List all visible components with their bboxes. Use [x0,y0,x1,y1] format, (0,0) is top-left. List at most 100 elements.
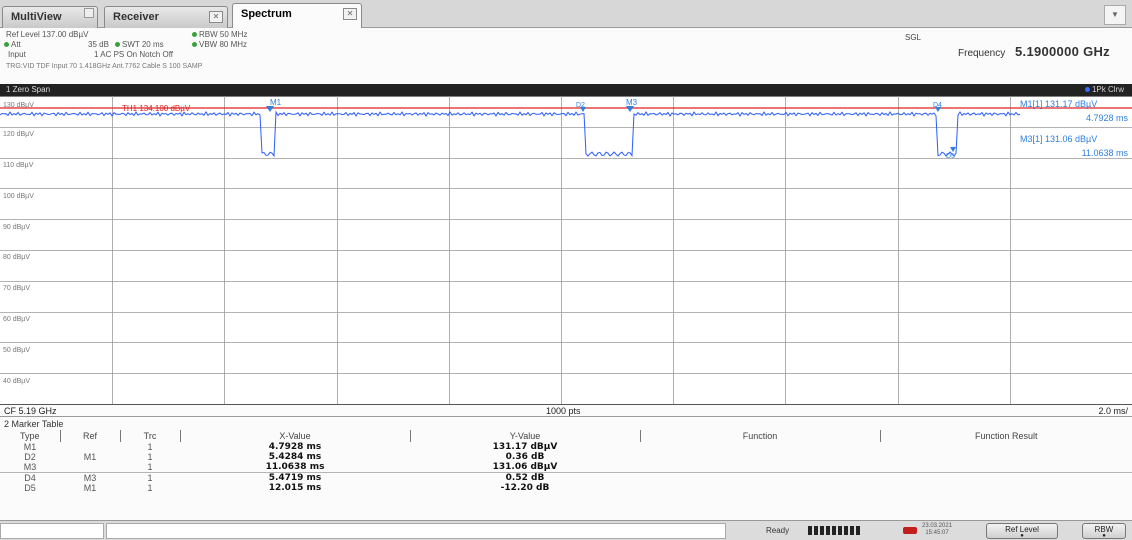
zero-span-diagram[interactable]: 130 dBµV 120 dBµV 110 dBµV 100 dBµV 90 dBµV 8… [0,96,1132,404]
table-row[interactable]: M3 1 11.0638 ms 131.06 dBµV [0,462,1132,473]
marker-d2-label: D2 [576,102,585,109]
diagram-title-bar: 1 Zero Span 1Pk Clrw [0,84,1132,96]
marker-table-header-row: Type Ref Trc X-Value Y-Value Function Fu… [0,430,1132,442]
y-axis-label: 130 dBµV [3,102,34,109]
measurement-settings-header: Ref Level 137.00 dBµV Att 35 dB SWT 20 m… [0,28,1132,84]
close-icon[interactable]: ✕ [209,11,223,23]
column-header-ref: Ref [60,430,121,442]
cell-ref: M1 [83,483,97,493]
marker-readout-m3-time: 11.0638 ms [1082,148,1129,158]
progress-segment [838,526,842,535]
cell-trc: 1 [147,462,153,472]
status-bullet-icon [192,42,197,48]
table-row[interactable]: D4 M3 1 5.4719 ms 0.52 dB [0,472,1132,483]
cell-function [640,452,880,462]
chevron-down-icon[interactable]: ▼ [1104,5,1126,25]
time-label: 15:45:07 [925,530,949,536]
threshold-label: TH1 134.100 dBµV [122,104,191,113]
rbw-softkey[interactable]: RBW ● [1082,523,1126,539]
cell-trc: 1 [120,472,180,483]
ref-level-setting[interactable]: Ref Level 137.00 dBµV [6,30,89,39]
cell-function [640,483,880,493]
progress-segment [826,526,830,535]
trigger-info: TRG:VID TDF Input 70 1.418GHz Ant.7762 C… [6,63,203,70]
ready-status: Ready [766,526,790,535]
ref-level-softkey[interactable]: Ref Level ● [986,523,1058,539]
progress-segment [844,526,848,535]
cell-x-value: 5.4284 ms [268,452,322,462]
marker-m3[interactable]: M3 [626,98,638,112]
frequency-value[interactable]: 5.1900000 GHz [1015,44,1110,59]
marker-d4-label: D4 [933,102,942,109]
y-axis-label: 100 dBµV [3,193,34,200]
trace-legend-label: 1Pk Clrw [1091,85,1124,94]
marker-d2-triangle [580,107,586,112]
cell-function [640,442,880,452]
marker-d5-label: D5 [946,153,955,160]
y-axis-label: 120 dBµV [3,131,34,138]
y-axis-label: 50 dBµV [3,347,30,354]
diagram-title: 1 Zero Span [6,85,51,94]
cell-x-value: 11.0638 ms [265,462,325,472]
marker-readout-m1-value: M1[1] 131.17 dBµV [1020,99,1097,109]
close-icon[interactable]: ✕ [343,8,357,20]
marker-table-title: 2 Marker Table [4,419,64,429]
status-message-field [106,523,726,539]
marker-m1-label: M1 [270,98,282,107]
rbw-label: RBW 50 MHz [199,30,248,39]
marker-m1[interactable]: M1 [266,98,282,112]
y-axis-label: 70 dBµV [3,285,30,292]
table-row[interactable]: D5 M1 1 12.015 ms -12.20 dB [0,483,1132,493]
vbw-label: VBW 80 MHz [199,40,248,49]
marker-table: Type Ref Trc X-Value Y-Value Function Fu… [0,430,1132,493]
column-header-function-result: Function Result [974,431,1038,441]
y-axis-label: 60 dBµV [3,316,30,323]
cell-function-result [880,462,1132,473]
cell-ref: M3 [60,472,120,483]
tab-spectrum[interactable]: Spectrum ✕ [232,3,362,29]
marker-table-panel: 2 Marker Table Type Ref Trc X-Value Y-Va… [0,416,1132,520]
progress-segment [850,526,854,535]
grid-lines [0,96,1132,404]
marker-d2[interactable]: D2 [576,102,586,112]
tab-bar: MultiView Receiver ✕ Spectrum ✕ ▼ [0,0,1132,29]
marker-d4[interactable]: D4 [933,102,942,112]
table-row[interactable]: M1 1 4.7928 ms 131.17 dBµV [0,442,1132,452]
cell-y-value: 131.06 dBµV [492,462,558,472]
rbw-softkey-label: RBW [1094,525,1114,534]
cell-type: D2 [24,452,36,462]
rbw-setting[interactable]: RBW 50 MHz [192,30,247,40]
y-axis-label: 90 dBµV [3,224,30,231]
progress-segment [856,526,860,535]
cell-type: M3 [23,462,37,472]
x-axis-info-bar: CF 5.19 GHz 1000 pts 2.0 ms/ [0,404,1132,416]
tab-multiview[interactable]: MultiView [2,6,98,28]
status-left-field [0,523,104,539]
softkey-indicator-icon: ● [1102,533,1106,539]
cell-type: M1 [23,442,37,452]
tab-receiver[interactable]: Receiver ✕ [104,6,228,28]
att-setting[interactable]: Att [4,40,21,50]
cell-function-result [880,472,1132,483]
y-axis-label: 40 dBµV [3,378,30,385]
cell-function [640,462,880,473]
vbw-setting[interactable]: VBW 80 MHz [192,40,247,50]
marker-d5[interactable]: D5 [946,147,956,160]
trace-dot-icon [1084,87,1090,92]
cell-function-result [880,483,1132,493]
table-row[interactable]: D2 M1 1 5.4284 ms 0.36 dB [0,452,1132,462]
att-value: 35 dB [88,40,109,49]
swt-setting[interactable]: SWT 20 ms [115,40,164,50]
marker-d5-triangle [950,147,956,152]
cell-type: D5 [24,483,36,493]
cell-function-result [880,452,1132,462]
time-per-division-label: 2.0 ms/ [1098,406,1128,416]
date-label: 23.03.2021 [922,523,953,529]
center-frequency-label: CF 5.19 GHz [4,406,57,416]
softkey-indicator-icon: ● [1020,533,1024,539]
cell-function [640,472,880,483]
cell-ref [60,442,120,452]
tab-spectrum-label: Spectrum [241,8,292,20]
sweep-progress-bar [808,526,864,535]
y-axis-label: 110 dBµV [3,162,34,169]
